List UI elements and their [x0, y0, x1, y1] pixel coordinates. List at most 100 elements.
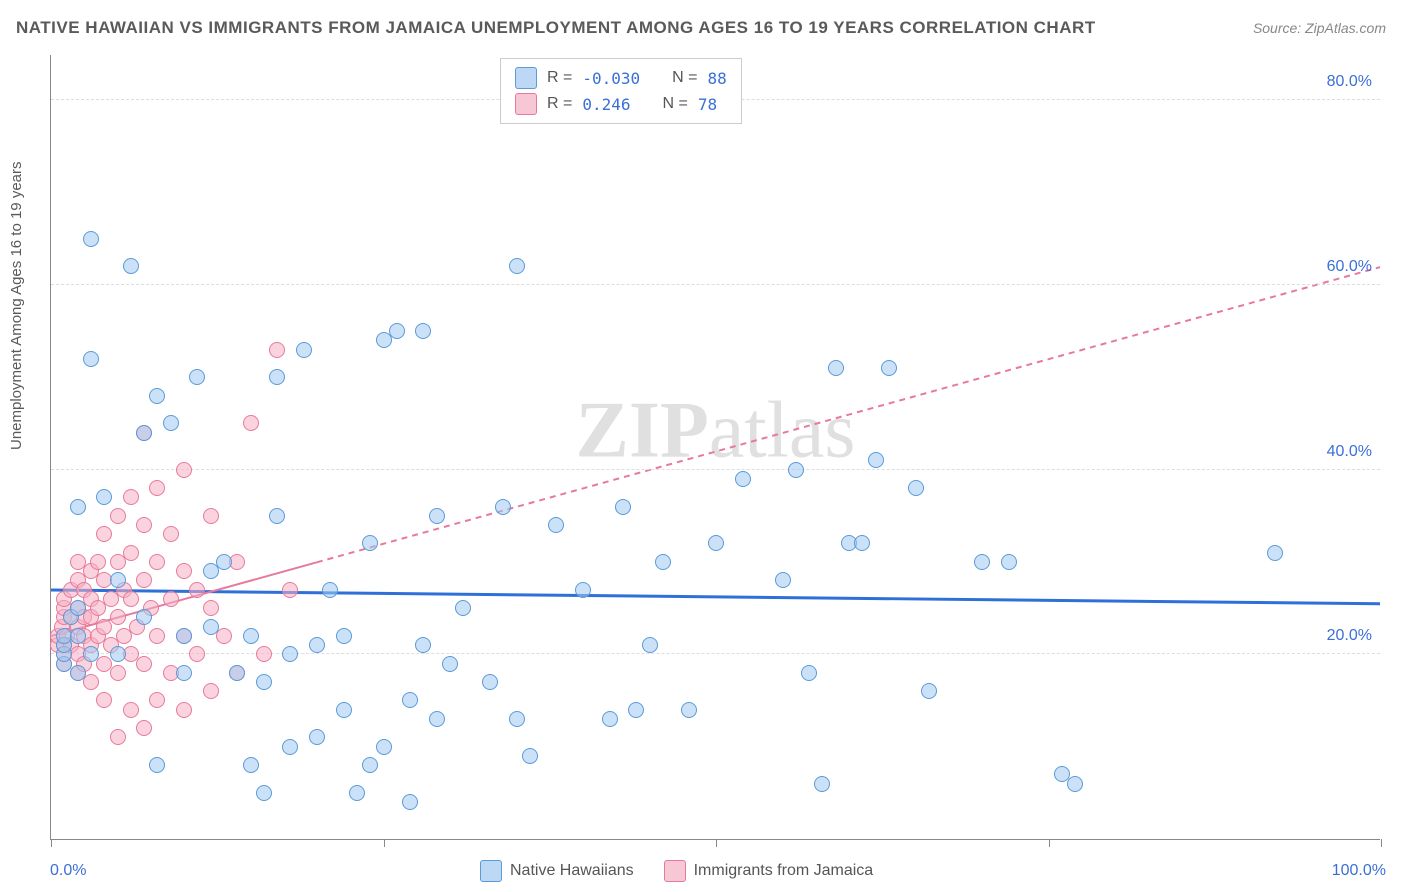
legend-n-value: 88	[707, 69, 726, 88]
scatter-point	[828, 360, 844, 376]
scatter-point	[256, 646, 272, 662]
gridline	[51, 469, 1380, 470]
legend-n-label: N =	[663, 95, 688, 113]
legend-n-value: 78	[698, 95, 717, 114]
legend-swatch	[515, 93, 537, 115]
scatter-point	[575, 582, 591, 598]
scatter-point	[70, 600, 86, 616]
legend-row: R =-0.030N =88	[515, 65, 727, 91]
scatter-point	[163, 591, 179, 607]
scatter-point	[149, 388, 165, 404]
scatter-point	[336, 702, 352, 718]
scatter-point	[123, 545, 139, 561]
scatter-point	[149, 692, 165, 708]
scatter-point	[216, 628, 232, 644]
scatter-point	[216, 554, 232, 570]
legend-r-value: 0.246	[582, 95, 630, 114]
y-tick-label: 40.0%	[1327, 443, 1372, 461]
scatter-point	[868, 452, 884, 468]
scatter-point	[163, 526, 179, 542]
scatter-point	[389, 323, 405, 339]
scatter-point	[282, 739, 298, 755]
x-axis-min-label: 0.0%	[50, 862, 86, 880]
series-legend: Native Hawaiians Immigrants from Jamaica	[480, 860, 873, 882]
scatter-point	[362, 535, 378, 551]
scatter-point	[203, 683, 219, 699]
scatter-point	[402, 692, 418, 708]
scatter-point	[415, 323, 431, 339]
legend-r-label: R =	[547, 69, 572, 87]
scatter-point	[203, 508, 219, 524]
scatter-point	[110, 646, 126, 662]
scatter-point	[1267, 545, 1283, 561]
scatter-point	[136, 572, 152, 588]
scatter-point	[628, 702, 644, 718]
scatter-point	[615, 499, 631, 515]
legend-swatch	[664, 860, 686, 882]
scatter-point	[136, 609, 152, 625]
y-tick-label: 80.0%	[1327, 73, 1372, 91]
scatter-point	[681, 702, 697, 718]
scatter-point	[136, 656, 152, 672]
scatter-point	[189, 369, 205, 385]
scatter-point	[123, 489, 139, 505]
scatter-point	[229, 665, 245, 681]
scatter-point	[495, 499, 511, 515]
scatter-point	[176, 702, 192, 718]
scatter-point	[522, 748, 538, 764]
legend-r-label: R =	[547, 95, 572, 113]
scatter-point	[110, 572, 126, 588]
scatter-point	[735, 471, 751, 487]
scatter-point	[149, 628, 165, 644]
scatter-point	[203, 619, 219, 635]
scatter-point	[708, 535, 724, 551]
scatter-point	[110, 665, 126, 681]
source-attribution: Source: ZipAtlas.com	[1253, 20, 1386, 36]
scatter-point	[429, 508, 445, 524]
legend-series-item: Immigrants from Jamaica	[664, 860, 874, 882]
x-tick	[716, 839, 717, 847]
scatter-point	[256, 674, 272, 690]
scatter-point	[402, 794, 418, 810]
scatter-point	[455, 600, 471, 616]
scatter-point	[376, 739, 392, 755]
gridline	[51, 653, 1380, 654]
scatter-point	[123, 591, 139, 607]
scatter-point	[123, 258, 139, 274]
x-tick	[51, 839, 52, 847]
scatter-point	[974, 554, 990, 570]
scatter-point	[322, 582, 338, 598]
legend-series-item: Native Hawaiians	[480, 860, 634, 882]
scatter-point	[282, 646, 298, 662]
scatter-point	[788, 462, 804, 478]
scatter-point	[136, 517, 152, 533]
scatter-point	[801, 665, 817, 681]
scatter-point	[96, 526, 112, 542]
scatter-point	[509, 258, 525, 274]
legend-r-value: -0.030	[582, 69, 640, 88]
scatter-point	[256, 785, 272, 801]
scatter-point	[243, 415, 259, 431]
scatter-point	[110, 729, 126, 745]
gridline	[51, 284, 1380, 285]
scatter-point	[775, 572, 791, 588]
scatter-point	[189, 646, 205, 662]
scatter-point	[70, 499, 86, 515]
scatter-point	[149, 480, 165, 496]
x-tick	[1049, 839, 1050, 847]
scatter-point	[149, 757, 165, 773]
scatter-point	[163, 415, 179, 431]
scatter-point	[203, 600, 219, 616]
chart-plot-area: ZIPatlas 20.0%40.0%60.0%80.0%	[50, 55, 1380, 840]
scatter-point	[136, 425, 152, 441]
scatter-point	[243, 757, 259, 773]
legend-swatch	[515, 67, 537, 89]
scatter-point	[482, 674, 498, 690]
scatter-point	[136, 720, 152, 736]
scatter-point	[176, 628, 192, 644]
y-tick-label: 20.0%	[1327, 627, 1372, 645]
scatter-point	[176, 563, 192, 579]
scatter-point	[1067, 776, 1083, 792]
scatter-point	[908, 480, 924, 496]
trend-line	[317, 267, 1380, 562]
